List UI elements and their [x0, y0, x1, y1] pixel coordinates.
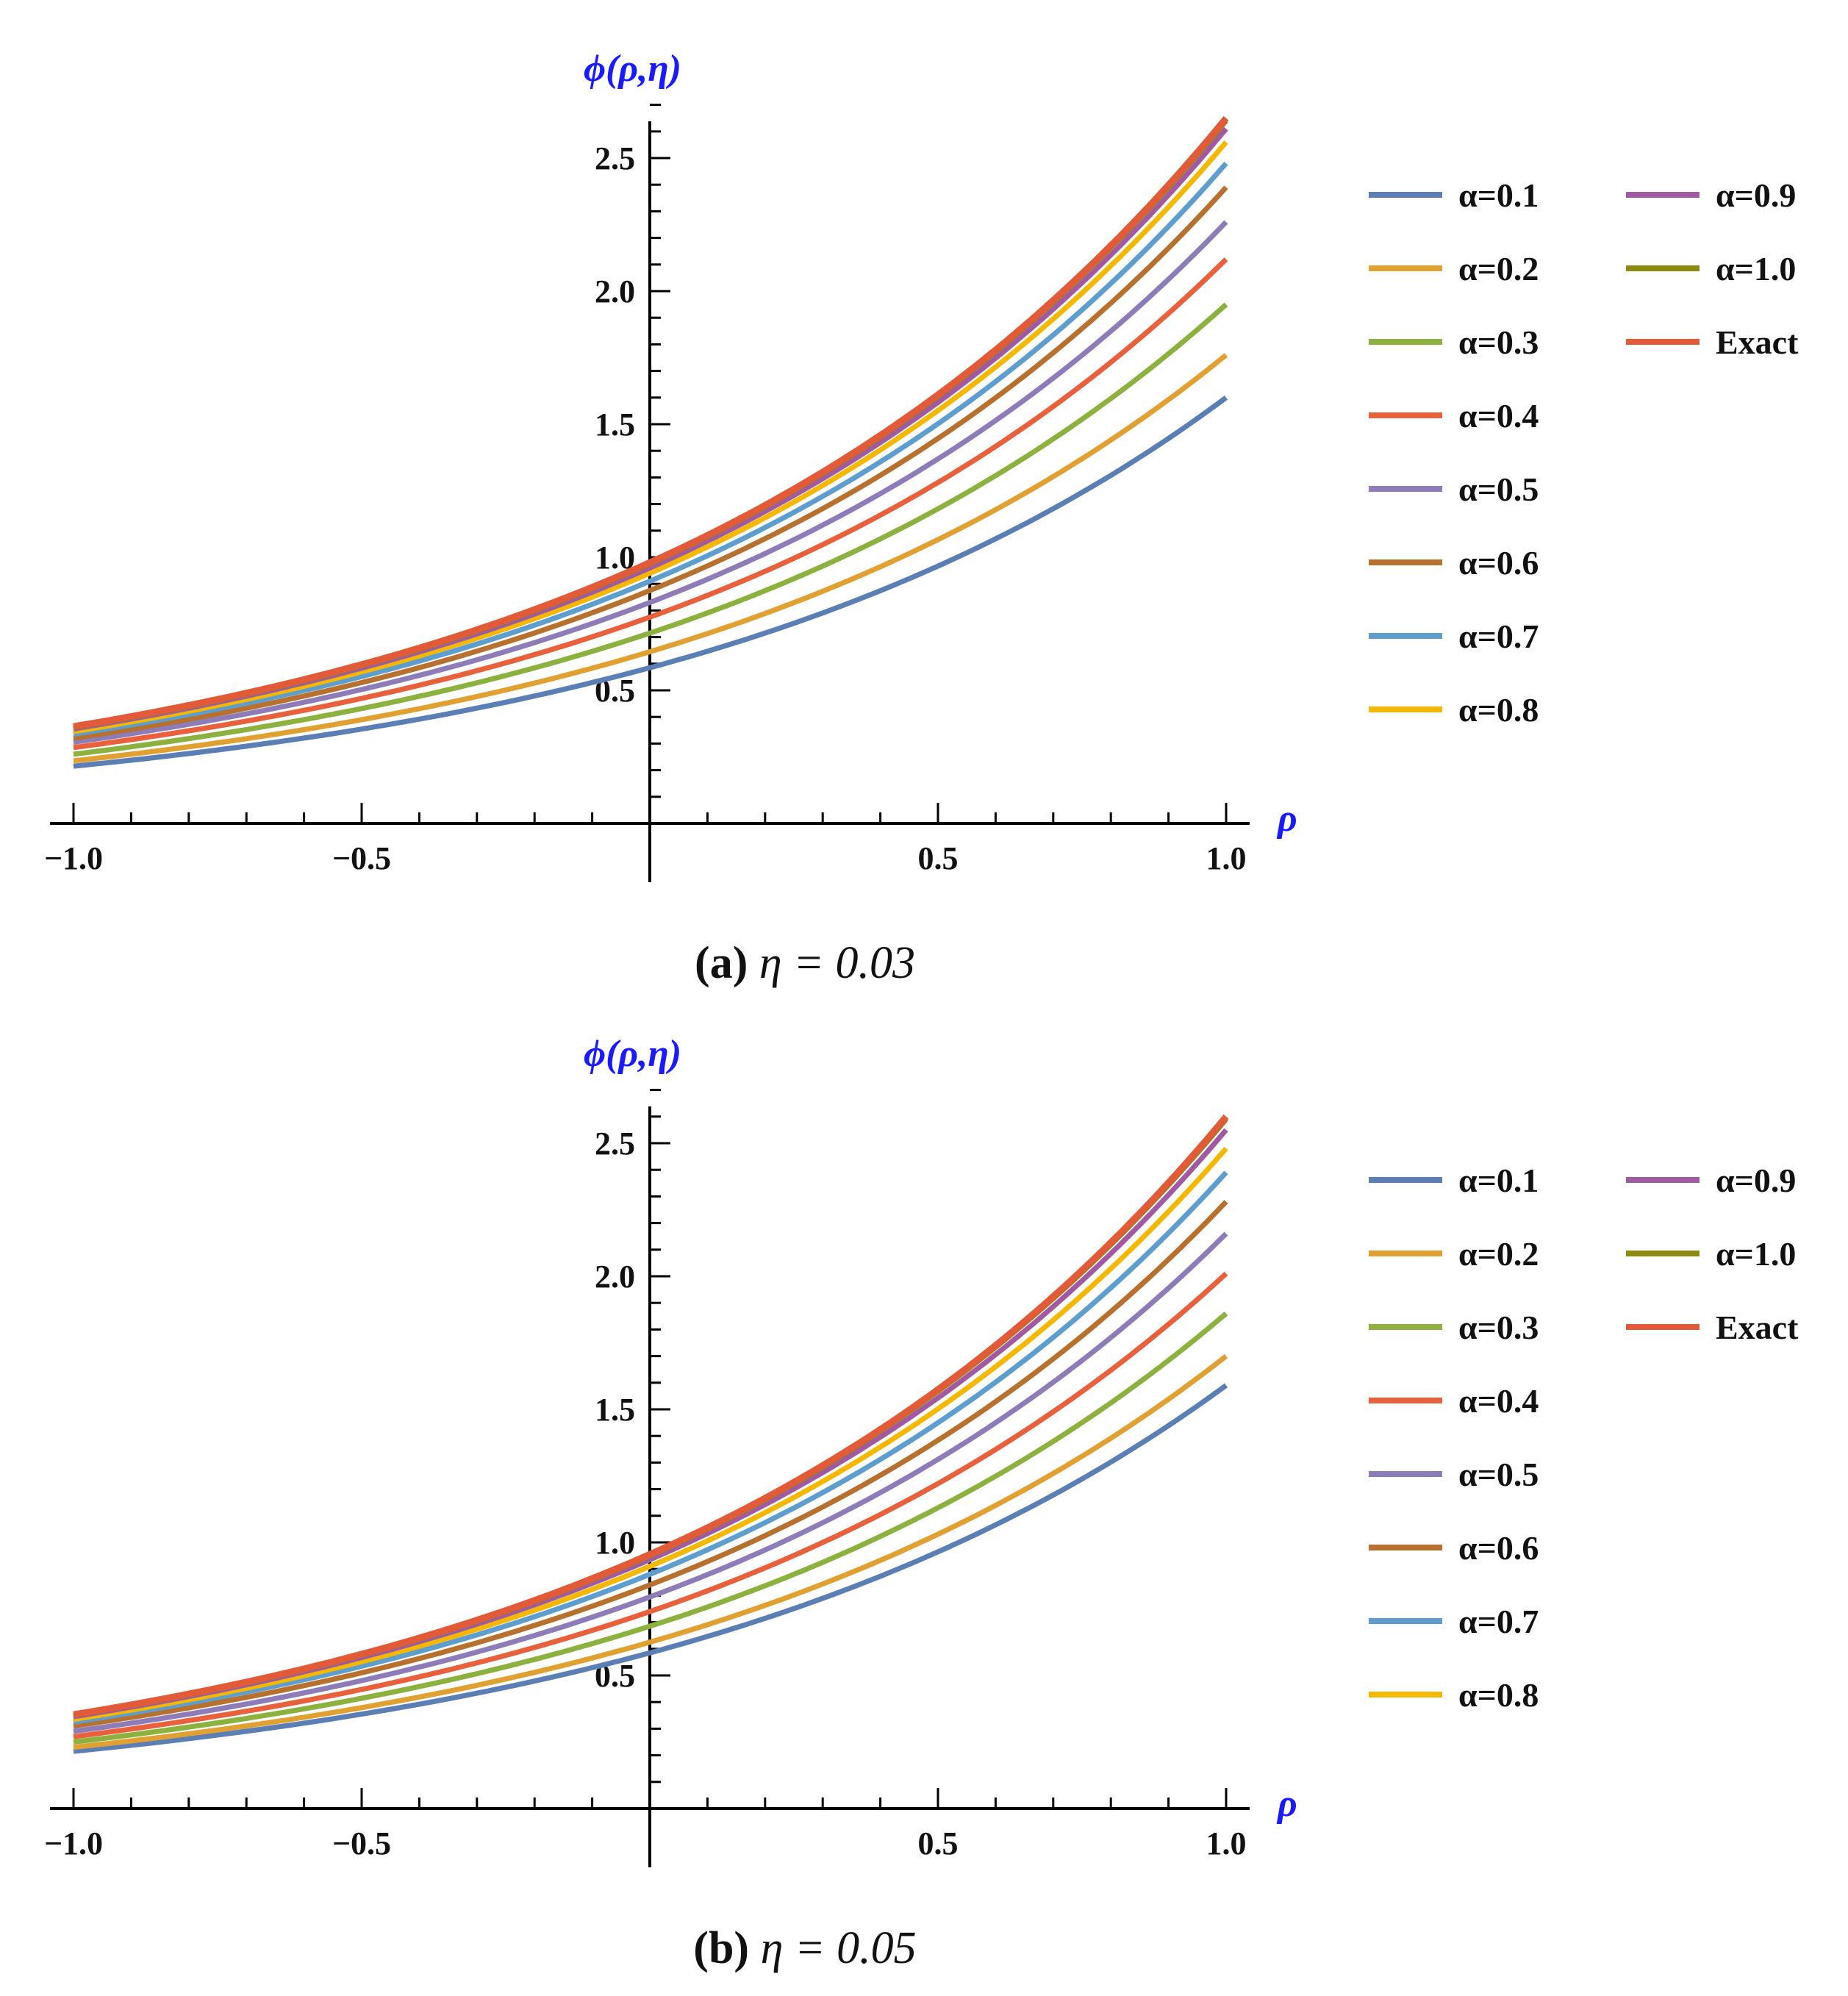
- x-tick-label: −0.5: [332, 1825, 391, 1861]
- x-tick-label: −1.0: [44, 1825, 103, 1861]
- legend-label: α=0.4: [1458, 397, 1539, 434]
- legend-label: α=0.5: [1458, 471, 1539, 508]
- y-axis-title: ϕ(ρ,η): [584, 48, 681, 90]
- legend-label: α=0.6: [1458, 544, 1539, 582]
- y-axis-title: ϕ(ρ,η): [584, 1033, 681, 1075]
- legend-label: α=0.3: [1458, 1309, 1539, 1346]
- x-tick-label: −0.5: [332, 840, 391, 876]
- legend-label: α=0.7: [1458, 618, 1539, 655]
- series-line: [73, 185, 1228, 741]
- series-line: [73, 1231, 1228, 1734]
- legend-label: α=0.4: [1458, 1382, 1539, 1420]
- chart-panel-b: −1.0 −0.5 0.5 1.00.51.01.52.02.5ϕ(ρ,η)ρα=0.…: [44, 1033, 1799, 1973]
- legend-label: α=1.0: [1716, 1235, 1796, 1273]
- series-line: [73, 1271, 1228, 1739]
- legend-label: α=0.5: [1458, 1456, 1539, 1493]
- series-line: [73, 1200, 1228, 1729]
- legend-label: α=1.0: [1716, 250, 1796, 287]
- x-axis-title: ρ: [1276, 1783, 1297, 1825]
- series-line: [73, 140, 1228, 734]
- caption-space: [749, 1923, 761, 1973]
- series-line: [73, 302, 1228, 757]
- legend-label: α=0.1: [1458, 1162, 1539, 1199]
- legend-label: α=0.9: [1716, 176, 1796, 214]
- legend-label: α=0.2: [1458, 1235, 1539, 1273]
- x-tick-label: 1.0: [1206, 840, 1247, 876]
- series-line: [73, 1146, 1228, 1723]
- series-line: [73, 395, 1228, 769]
- series-line: [73, 161, 1228, 737]
- legend-label: α=0.8: [1458, 1676, 1539, 1714]
- figure-caption: (a) η = 0.03: [695, 938, 915, 988]
- legend-label: α=0.1: [1458, 176, 1539, 214]
- caption-tag: (a): [695, 938, 748, 988]
- y-tick-label: 1.5: [595, 407, 635, 443]
- y-tick-label: 2.0: [595, 273, 635, 310]
- caption-eta: η = 0.05: [761, 1923, 917, 1973]
- series-line: [73, 1114, 1229, 1718]
- legend-label: α=0.2: [1458, 250, 1539, 287]
- legend-label: α=0.6: [1458, 1529, 1539, 1567]
- x-tick-label: 1.0: [1206, 1825, 1247, 1861]
- legend-label: Exact: [1716, 323, 1799, 361]
- y-tick-label: 2.5: [595, 140, 635, 176]
- series-line: [73, 1312, 1228, 1745]
- y-tick-label: 1.0: [595, 1525, 635, 1561]
- caption-space: [748, 938, 759, 988]
- figure-caption: (b) η = 0.05: [693, 1923, 916, 1973]
- legend-label: α=0.9: [1716, 1162, 1796, 1199]
- chart-panel-a: −1.0 −0.5 0.5 1.00.51.01.52.02.5ϕ(ρ,η)ρα=0.…: [44, 48, 1799, 988]
- x-tick-label: −1.0: [44, 840, 103, 876]
- x-tick-label: 0.5: [918, 1825, 959, 1861]
- legend-label: α=0.7: [1458, 1603, 1539, 1640]
- series-line: [73, 220, 1228, 745]
- caption-eta: η = 0.03: [759, 938, 915, 988]
- series-line: [73, 257, 1228, 751]
- y-tick-label: 1.5: [595, 1392, 635, 1428]
- legend-label: α=0.3: [1458, 323, 1539, 361]
- series-line: [73, 1170, 1228, 1725]
- legend-label: α=0.8: [1458, 691, 1539, 729]
- y-tick-label: 2.0: [595, 1259, 635, 1295]
- series-line: [73, 1383, 1228, 1754]
- y-tick-label: 2.5: [595, 1126, 635, 1162]
- x-tick-label: 0.5: [918, 840, 959, 876]
- legend-label: Exact: [1716, 1309, 1799, 1346]
- series-line: [73, 1353, 1228, 1750]
- caption-tag: (b): [693, 1923, 749, 1973]
- series-line: [73, 353, 1228, 764]
- series-line: [73, 115, 1229, 730]
- x-axis-title: ρ: [1276, 798, 1297, 840]
